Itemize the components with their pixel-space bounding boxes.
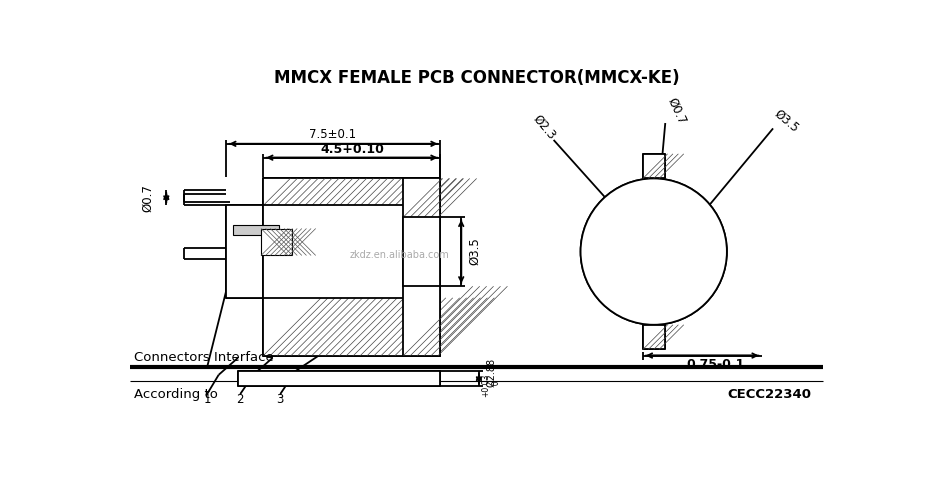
Text: Ø0.7: Ø0.7 [141, 184, 154, 212]
Text: Ø3.5: Ø3.5 [771, 107, 801, 135]
Bar [404, 179, 441, 356]
Bar [261, 229, 292, 255]
Text: Ø2.3: Ø2.3 [530, 112, 558, 142]
Bar [263, 179, 441, 356]
Text: Connectors Interface: Connectors Interface [134, 351, 273, 364]
Text: 2: 2 [236, 393, 244, 406]
Text: Ø0.7: Ø0.7 [665, 96, 688, 127]
Text: CECC22340: CECC22340 [727, 388, 812, 401]
Bar [232, 226, 279, 235]
Text: zkdz.en.alibaba.com: zkdz.en.alibaba.com [350, 250, 449, 260]
Text: 3: 3 [276, 393, 284, 406]
Text: +0.03
  0: +0.03 0 [482, 373, 501, 397]
Text: 4.5+0.10: 4.5+0.10 [320, 143, 384, 156]
Text: According to: According to [134, 388, 218, 401]
Bar [404, 217, 441, 286]
Text: Ø3.5: Ø3.5 [468, 238, 481, 265]
Text: MMCX FEMALE PCB CONNECTOR(MMCX-KE): MMCX FEMALE PCB CONNECTOR(MMCX-KE) [273, 69, 680, 87]
Bar [226, 206, 263, 298]
Circle shape [580, 179, 727, 325]
Text: Ø2.88: Ø2.88 [486, 358, 497, 387]
Bar [643, 154, 665, 179]
Text: 0.75-0.1: 0.75-0.1 [686, 358, 745, 371]
Text: 1: 1 [204, 393, 211, 406]
Bar [238, 371, 441, 386]
Bar [263, 206, 441, 298]
Text: 7.5±0.1: 7.5±0.1 [309, 128, 356, 141]
Bar [643, 325, 665, 349]
